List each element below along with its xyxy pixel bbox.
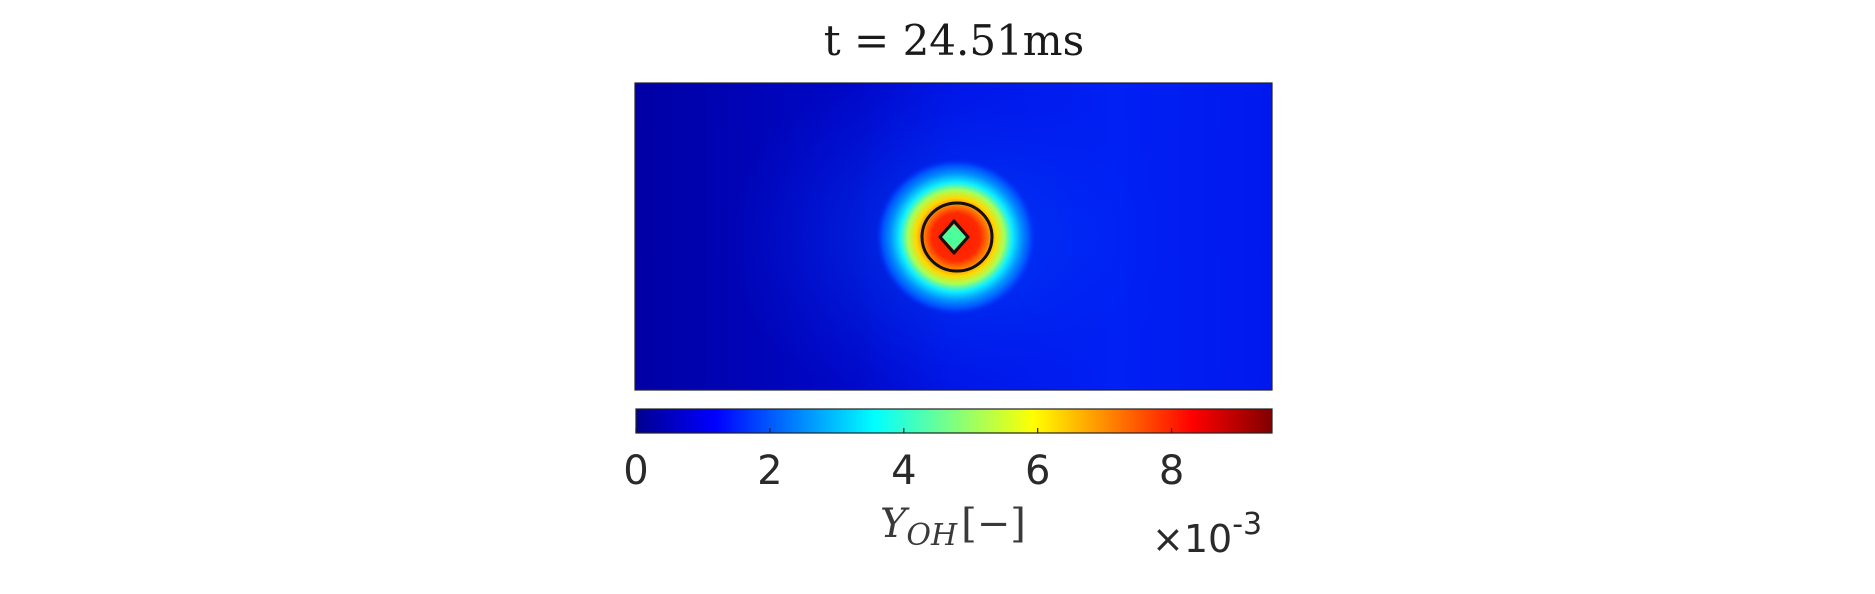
chart-title: t = 24.51ms <box>824 16 1084 65</box>
colorbar-multiplier: ×10-3 <box>1152 507 1262 561</box>
colorbar-tick-label: 0 <box>623 448 648 494</box>
colorbar-multiplier-exponent: -3 <box>1232 507 1262 542</box>
colorbar-tick-label: 4 <box>891 448 916 494</box>
colorbar-axis-label: YOH [−] <box>880 501 1026 553</box>
colorbar-tick-label: 8 <box>1159 448 1184 494</box>
colorbar-tick-label: 2 <box>757 448 782 494</box>
heatmap-plot <box>635 83 1272 390</box>
colorbar: 0 2 4 6 8 <box>623 408 1273 494</box>
contour-inner-diamond <box>938 219 970 255</box>
colorbar-frame <box>635 408 1273 434</box>
heatmap-core <box>942 224 966 250</box>
colorbar-tick-label: 6 <box>1025 448 1050 494</box>
colorbar-label-units: [−] <box>961 501 1026 547</box>
contour-lines <box>920 201 994 273</box>
colorbar-multiplier-prefix: ×10 <box>1152 517 1232 561</box>
colorbar-label-main: Y <box>880 501 910 547</box>
contour-outer-circle <box>920 201 994 273</box>
colorbar-gradient <box>636 409 1272 433</box>
plot-frame <box>634 82 1273 391</box>
colorbar-label-subscript: OH <box>906 518 958 553</box>
